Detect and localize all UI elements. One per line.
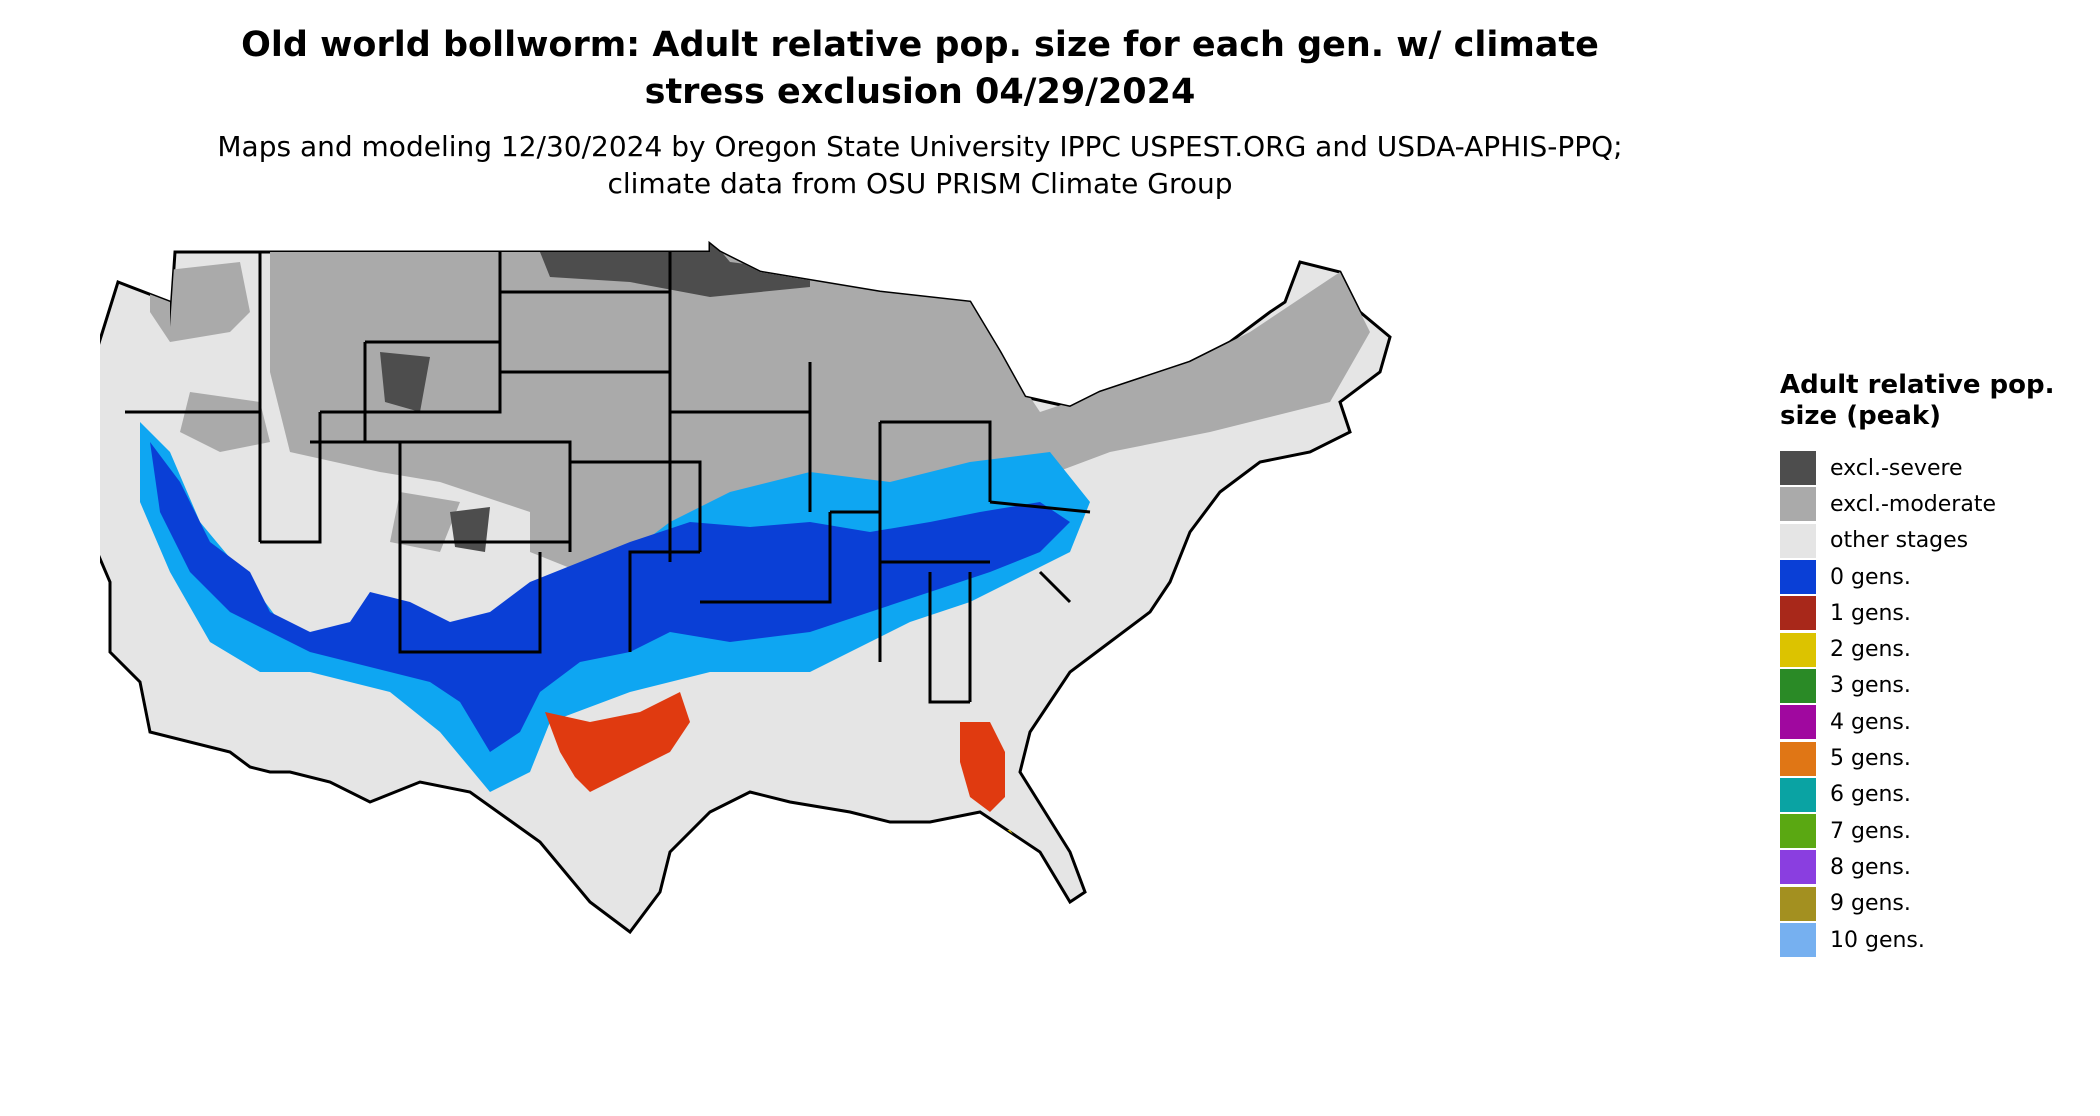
- legend-swatch: [1780, 523, 1816, 558]
- legend-swatch: [1780, 886, 1816, 921]
- legend-label: other stages: [1830, 528, 1969, 554]
- legend-item: 8 gens.: [1780, 849, 2080, 885]
- legend-label: 8 gens.: [1830, 854, 1911, 880]
- legend-label: excl.-moderate: [1830, 491, 1996, 517]
- zone-0-gens-dark: [150, 442, 1070, 752]
- legend-item: 1 gens.: [1780, 595, 2080, 631]
- legend-label: 3 gens.: [1830, 673, 1911, 699]
- state-borders: [125, 252, 1091, 704]
- legend-item: excl.-moderate: [1780, 486, 2080, 522]
- zone-1-gens-florida: [960, 722, 1005, 812]
- legend-swatch: [1780, 923, 1816, 957]
- legend-label: excl.-severe: [1830, 455, 1963, 481]
- zone-excl-severe: [380, 244, 1275, 552]
- legend-swatch: [1780, 814, 1816, 849]
- legend-item: 9 gens.: [1780, 886, 2080, 922]
- legend-item: 0 gens.: [1780, 559, 2080, 595]
- map-title: Old world bollworm: Adult relative pop. …: [241, 25, 1599, 112]
- zone-1-gens-texas: [545, 692, 690, 792]
- legend: Adult relative pop. size (peak) excl.-se…: [1780, 370, 2080, 958]
- legend-title: Adult relative pop. size (peak): [1780, 370, 2055, 431]
- legend-item: 10 gens.: [1780, 922, 2080, 958]
- legend-label: 0 gens.: [1830, 564, 1911, 590]
- legend-label: 1 gens.: [1830, 600, 1911, 626]
- legend-label: 4 gens.: [1830, 709, 1911, 735]
- zone-2-gens-keys: [990, 830, 1015, 842]
- us-map: [100, 240, 1392, 935]
- legend-item: 6 gens.: [1780, 777, 2080, 813]
- legend-item: 2 gens.: [1780, 631, 2080, 667]
- legend-swatch: [1780, 777, 1816, 812]
- legend-label: 2 gens.: [1830, 637, 1911, 663]
- legend-swatch: [1780, 596, 1816, 631]
- legend-item: 3 gens.: [1780, 668, 2080, 704]
- legend-swatch: [1780, 850, 1816, 885]
- legend-swatch: [1780, 741, 1816, 776]
- zone-excl-moderate-west: [150, 262, 460, 552]
- legend-label: 7 gens.: [1830, 818, 1911, 844]
- legend-item: 7 gens.: [1780, 813, 2080, 849]
- legend-label: 9 gens.: [1830, 891, 1911, 917]
- legend-item: 5 gens.: [1780, 740, 2080, 776]
- legend-swatch: [1780, 560, 1816, 595]
- legend-label: 6 gens.: [1830, 782, 1911, 808]
- legend-swatch: [1780, 668, 1816, 703]
- legend-label: 5 gens.: [1830, 746, 1911, 772]
- legend-item: excl.-severe: [1780, 450, 2080, 486]
- legend-item: other stages: [1780, 523, 2080, 559]
- legend-item: 4 gens.: [1780, 704, 2080, 740]
- legend-swatch: [1780, 632, 1816, 667]
- legend-label: 10 gens.: [1830, 927, 1925, 953]
- map-subtitle: Maps and modeling 12/30/2024 by Oregon S…: [217, 130, 1623, 200]
- legend-swatch: [1780, 705, 1816, 740]
- zone-excl-moderate: [270, 252, 1370, 572]
- legend-rows: excl.-severe excl.-moderate other stages 0 …: [1780, 450, 2080, 958]
- legend-swatch: [1780, 487, 1816, 522]
- legend-swatch: [1780, 451, 1816, 486]
